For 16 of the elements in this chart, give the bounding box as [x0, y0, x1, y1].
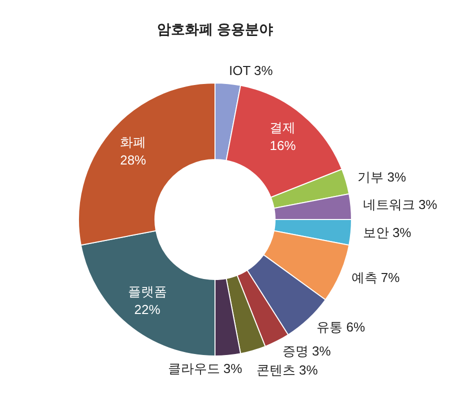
slice-label: 유통 6% — [316, 319, 366, 334]
data-label: 16% — [270, 138, 296, 154]
slice-label: 증명 3% — [282, 343, 332, 358]
slice-label: 결제 — [270, 120, 296, 136]
slice-label: 기부 3% — [358, 170, 406, 185]
slice-label: 클라우드 3% — [168, 360, 243, 376]
slice-label: 콘텐츠 3% — [256, 362, 318, 378]
data-label: 22% — [134, 302, 161, 317]
slice-label: 네트워크 3% — [362, 197, 438, 212]
slice-label: 화폐 — [120, 134, 146, 150]
slice-label: 예측 7% — [351, 270, 400, 286]
chart-title: 암호화폐 응용분야 — [157, 20, 273, 37]
slice-label: IOT 3% — [228, 63, 274, 78]
slice-label: 보안 3% — [362, 225, 412, 240]
slice-label: 플랫폼 — [128, 284, 167, 299]
data-label: 28% — [120, 152, 147, 168]
